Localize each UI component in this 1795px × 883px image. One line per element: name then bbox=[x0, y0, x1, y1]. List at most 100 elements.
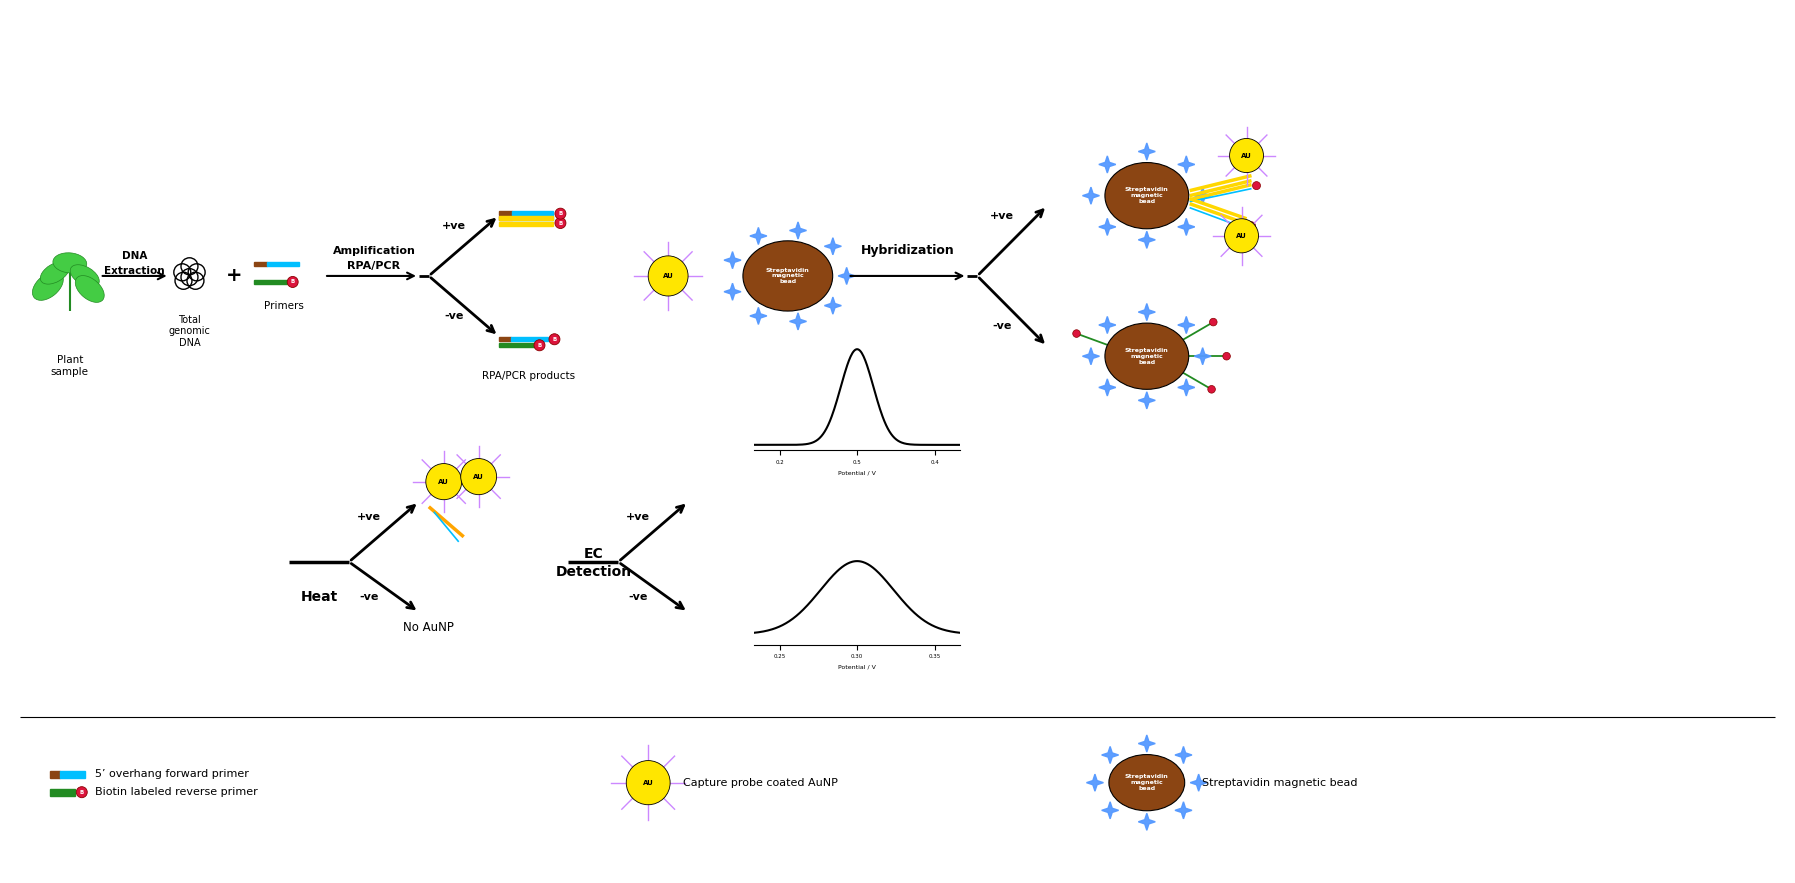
Polygon shape bbox=[1176, 746, 1192, 764]
Polygon shape bbox=[1138, 392, 1156, 409]
Ellipse shape bbox=[1109, 755, 1185, 811]
Polygon shape bbox=[824, 238, 842, 255]
Polygon shape bbox=[750, 307, 766, 324]
Polygon shape bbox=[1099, 156, 1116, 173]
Polygon shape bbox=[1178, 316, 1195, 334]
Circle shape bbox=[461, 458, 497, 494]
Ellipse shape bbox=[39, 261, 70, 284]
Text: DNA: DNA bbox=[122, 251, 147, 260]
Text: +ve: +ve bbox=[357, 512, 381, 522]
Bar bbox=[50, 771, 59, 778]
Text: Total
genomic
DNA: Total genomic DNA bbox=[169, 314, 210, 348]
Circle shape bbox=[287, 276, 298, 288]
Ellipse shape bbox=[743, 241, 833, 311]
Bar bbox=[267, 262, 300, 266]
Text: +ve: +ve bbox=[991, 211, 1014, 221]
Text: RPA/PCR products: RPA/PCR products bbox=[483, 371, 574, 381]
Text: B: B bbox=[537, 343, 542, 348]
Text: Streptavidin
magnetic
bead: Streptavidin magnetic bead bbox=[1125, 774, 1169, 791]
Circle shape bbox=[555, 208, 565, 219]
Polygon shape bbox=[750, 228, 766, 245]
Circle shape bbox=[1208, 386, 1215, 393]
Circle shape bbox=[535, 340, 546, 351]
Circle shape bbox=[1210, 318, 1217, 326]
Circle shape bbox=[77, 787, 88, 797]
Polygon shape bbox=[1138, 304, 1156, 321]
Polygon shape bbox=[824, 297, 842, 314]
Circle shape bbox=[425, 464, 461, 500]
Polygon shape bbox=[1178, 379, 1195, 396]
Polygon shape bbox=[1099, 218, 1116, 236]
Text: Streptavidin
magnetic
bead: Streptavidin magnetic bead bbox=[1125, 187, 1169, 204]
Polygon shape bbox=[838, 268, 854, 284]
Bar bbox=[499, 216, 512, 220]
Polygon shape bbox=[1138, 143, 1156, 160]
Polygon shape bbox=[1194, 187, 1212, 204]
Text: B: B bbox=[79, 789, 84, 795]
Text: AU: AU bbox=[474, 473, 485, 479]
Bar bbox=[512, 337, 549, 341]
Text: B: B bbox=[558, 211, 562, 216]
Text: Plant
sample: Plant sample bbox=[50, 356, 88, 377]
Bar bbox=[499, 343, 535, 347]
Circle shape bbox=[1248, 222, 1255, 230]
Text: AU: AU bbox=[1237, 233, 1248, 238]
Polygon shape bbox=[723, 283, 741, 300]
Polygon shape bbox=[1102, 746, 1118, 764]
Circle shape bbox=[648, 256, 687, 296]
Circle shape bbox=[1230, 139, 1264, 172]
Bar bbox=[255, 262, 267, 266]
Text: -ve: -ve bbox=[628, 592, 648, 602]
Text: No AuNP: No AuNP bbox=[404, 621, 454, 634]
Polygon shape bbox=[1102, 802, 1118, 819]
Ellipse shape bbox=[1106, 323, 1188, 389]
Bar bbox=[255, 280, 287, 284]
Text: RPA/PCR: RPA/PCR bbox=[348, 260, 400, 271]
Text: B: B bbox=[291, 279, 294, 284]
Polygon shape bbox=[1082, 187, 1099, 204]
Text: +ve: +ve bbox=[442, 221, 465, 230]
Text: Streptavidin magnetic bead: Streptavidin magnetic bead bbox=[1201, 778, 1357, 788]
Text: Streptavidin
magnetic
bead: Streptavidin magnetic bead bbox=[1125, 348, 1169, 365]
Bar bbox=[499, 211, 512, 215]
Text: 5’ overhang forward primer: 5’ overhang forward primer bbox=[95, 768, 250, 779]
Text: B: B bbox=[558, 221, 562, 225]
Text: Heat: Heat bbox=[300, 590, 337, 604]
Bar bbox=[50, 789, 75, 796]
Text: AU: AU bbox=[1240, 153, 1251, 159]
Text: Capture probe coated AuNP: Capture probe coated AuNP bbox=[684, 778, 838, 788]
Text: B: B bbox=[553, 336, 556, 342]
Circle shape bbox=[1224, 219, 1258, 253]
Polygon shape bbox=[1099, 316, 1116, 334]
Bar bbox=[512, 211, 553, 215]
Polygon shape bbox=[1190, 774, 1208, 791]
Ellipse shape bbox=[1106, 162, 1188, 229]
Circle shape bbox=[1222, 352, 1230, 360]
Text: +: + bbox=[226, 267, 242, 285]
Text: AU: AU bbox=[662, 273, 673, 279]
Polygon shape bbox=[1178, 156, 1195, 173]
Polygon shape bbox=[790, 222, 806, 239]
Polygon shape bbox=[1099, 379, 1116, 396]
Bar bbox=[59, 771, 84, 778]
Text: EC: EC bbox=[583, 547, 603, 561]
Polygon shape bbox=[1194, 348, 1212, 365]
Circle shape bbox=[549, 334, 560, 344]
Bar bbox=[499, 216, 553, 220]
Polygon shape bbox=[790, 313, 806, 330]
Circle shape bbox=[1073, 329, 1081, 337]
Text: -ve: -ve bbox=[359, 592, 379, 602]
Text: Biotin labeled reverse primer: Biotin labeled reverse primer bbox=[95, 787, 257, 797]
Text: Hybridization: Hybridization bbox=[860, 245, 955, 257]
Circle shape bbox=[626, 760, 670, 804]
Bar bbox=[512, 216, 553, 220]
Text: Primers: Primers bbox=[264, 301, 303, 311]
Ellipse shape bbox=[32, 272, 63, 300]
Polygon shape bbox=[1176, 802, 1192, 819]
Polygon shape bbox=[1138, 735, 1156, 752]
Circle shape bbox=[555, 217, 565, 229]
Polygon shape bbox=[723, 252, 741, 268]
Text: Detection: Detection bbox=[555, 565, 632, 579]
Polygon shape bbox=[1086, 774, 1104, 791]
Ellipse shape bbox=[70, 265, 99, 287]
